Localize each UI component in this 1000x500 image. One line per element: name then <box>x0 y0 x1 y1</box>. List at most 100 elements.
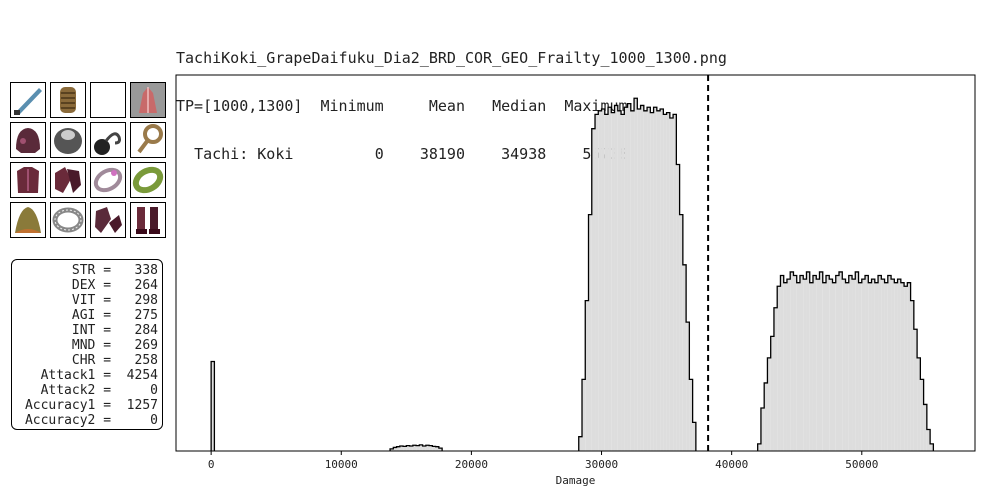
histogram-bar <box>676 164 680 451</box>
stat-label: MND = <box>71 338 112 353</box>
green-ring-icon <box>132 166 164 194</box>
histogram-bar <box>617 110 622 451</box>
plot-area-frame <box>175 74 976 452</box>
crystal-ammo-icon <box>131 83 165 117</box>
stat-label: VIT = <box>71 293 112 308</box>
histogram-bar <box>855 271 859 451</box>
histogram-outline <box>757 271 935 451</box>
histogram-bar <box>770 336 774 451</box>
histogram-bar <box>432 446 436 451</box>
histogram-bar <box>907 282 911 451</box>
stat-label: DEX = <box>71 278 112 293</box>
stat-value: 284 <box>118 323 159 338</box>
histogram-bar <box>868 282 872 451</box>
histogram-bar <box>637 109 641 452</box>
histogram-bar <box>689 379 693 451</box>
histogram-bar <box>799 275 804 451</box>
histogram-bar <box>435 446 439 451</box>
stat-value: 275 <box>118 308 159 323</box>
stat-label: STR = <box>71 263 112 278</box>
stats-panel: STR = 338 DEX = 264 VIT = 298 AGI = 275 INT … <box>11 259 163 430</box>
histogram-bar <box>861 279 866 451</box>
histogram-outline <box>210 360 216 451</box>
col-minimum-header: Minimum <box>320 97 384 115</box>
histogram-bar <box>865 275 869 451</box>
histogram-bar <box>904 286 908 451</box>
stat-row: CHR = 258 <box>12 353 158 368</box>
histogram-bar <box>621 114 625 451</box>
histogram-bar <box>419 444 423 451</box>
histogram-bar <box>630 110 635 451</box>
helm-icon <box>16 128 40 153</box>
histogram-bar <box>429 445 433 451</box>
histogram-bar <box>211 361 215 451</box>
histogram-bar <box>777 286 781 451</box>
histogram-bar <box>624 107 628 451</box>
histogram-bar <box>920 379 924 451</box>
histogram-bar <box>611 112 615 451</box>
histogram-bar <box>897 279 901 451</box>
boots-icon <box>136 207 160 234</box>
histogram-bar <box>627 103 631 452</box>
x-tick-label: 50000 <box>845 458 878 471</box>
histogram-bar <box>780 275 784 451</box>
histogram-bar <box>634 98 638 451</box>
equipment-grid <box>10 82 170 242</box>
histogram-bar <box>930 443 934 451</box>
histogram-bar <box>887 275 892 451</box>
histogram-bar <box>663 114 667 451</box>
histogram-bar <box>829 279 833 451</box>
histogram-bar <box>900 282 905 451</box>
stat-label: Accuracy2 = <box>24 413 112 428</box>
histogram-bar <box>412 445 417 451</box>
bomb-earring-icon <box>94 132 121 155</box>
histogram-bars <box>210 97 935 452</box>
x-tick-label: 40000 <box>715 458 748 471</box>
stat-row: VIT = 298 <box>12 293 158 308</box>
histogram-bar <box>406 445 410 451</box>
histogram-bar <box>832 282 836 451</box>
histogram-bar <box>692 422 696 451</box>
equipment-slot <box>50 82 86 118</box>
belt-icon <box>52 207 84 233</box>
stat-row: INT = 284 <box>12 323 158 338</box>
histogram-bar <box>647 107 651 451</box>
histogram-outline <box>578 97 697 451</box>
stat-value: 258 <box>118 353 159 368</box>
histogram-bar <box>686 322 690 451</box>
minimum-value: 0 <box>374 145 384 163</box>
histogram-bar <box>803 279 807 451</box>
histogram-bar <box>871 279 875 451</box>
histogram-bar <box>842 279 846 451</box>
histogram-bar <box>884 282 888 451</box>
legs-icon <box>95 207 122 233</box>
equipment-slot <box>50 202 86 238</box>
histogram-bar <box>673 114 677 451</box>
histogram-bar <box>653 107 657 451</box>
gauntlets-icon <box>55 167 81 193</box>
histogram-bar <box>666 112 670 451</box>
equipment-slot <box>130 202 166 238</box>
stat-row: Accuracy2 = 0 <box>12 413 158 428</box>
histogram-bar <box>796 282 800 451</box>
stat-row: STR = 338 <box>12 263 158 278</box>
stat-label: Accuracy1 = <box>24 398 112 413</box>
histogram-bar <box>786 279 791 451</box>
histogram-bar <box>767 357 771 451</box>
histogram-bar <box>806 271 810 451</box>
histogram-bar <box>669 117 674 451</box>
histogram-bar <box>812 275 817 451</box>
histogram-bar <box>913 329 918 451</box>
histogram-bar <box>585 300 589 451</box>
histogram-bar <box>582 379 586 451</box>
stat-value: 4254 <box>118 368 158 383</box>
histogram-bar <box>816 279 820 451</box>
histogram-bar <box>640 105 644 451</box>
histogram-bar <box>643 110 648 451</box>
weaponskill-label: Tachi: Koki <box>194 145 294 163</box>
histogram-bar <box>809 282 813 451</box>
equipment-slot <box>130 82 166 118</box>
stat-value: 0 <box>118 413 158 428</box>
histogram-bar <box>660 109 664 452</box>
body-armor-icon <box>17 167 39 193</box>
